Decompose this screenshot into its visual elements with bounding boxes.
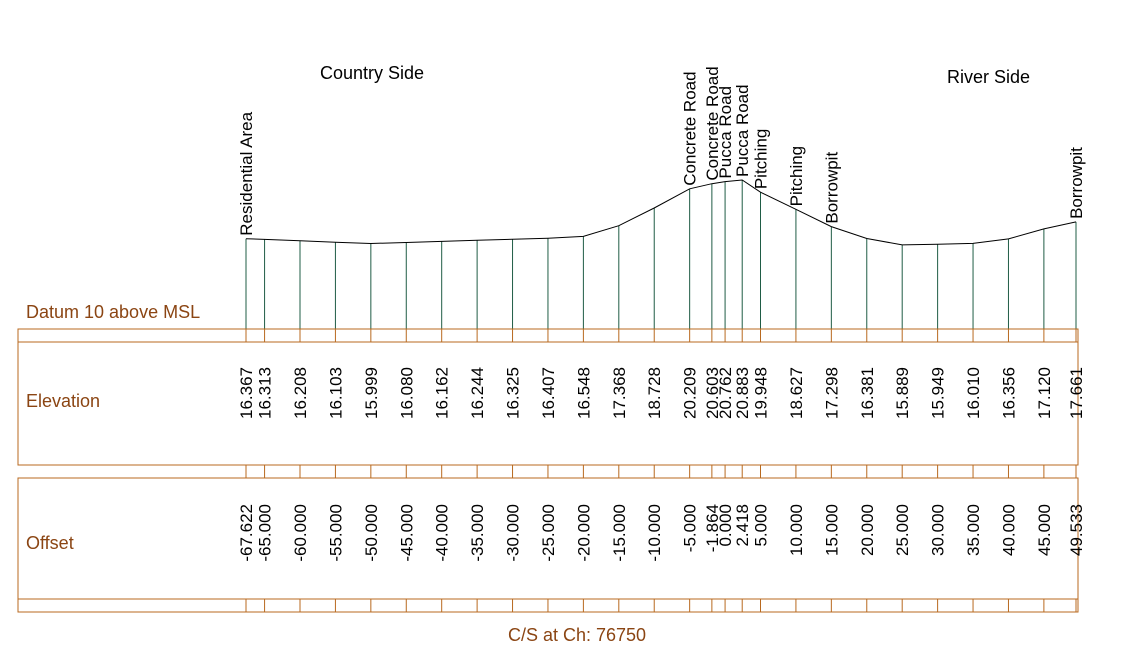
offset-value: 15.000 xyxy=(822,504,841,556)
feature-label: Pucca Road xyxy=(716,86,735,179)
offset-value: -25.000 xyxy=(539,504,558,562)
elevation-value: 16.010 xyxy=(964,367,983,419)
elevation-value: 18.728 xyxy=(645,367,664,419)
offset-value: 30.000 xyxy=(929,504,948,556)
feature-label: Borrowpit xyxy=(822,152,841,224)
feature-label: Pitching xyxy=(787,146,806,206)
offset-value: 2.418 xyxy=(733,504,752,547)
offset-value: -20.000 xyxy=(574,504,593,562)
offset-value: -55.000 xyxy=(326,504,345,562)
offset-value: 5.000 xyxy=(752,504,771,547)
offset-value: -67.622 xyxy=(237,504,256,562)
elevation-values: 16.367 16.313 16.208 16.103 15.999 16.080 16.1… xyxy=(237,367,1086,419)
feature-labels: Residential Area Concrete Road Concrete Ro… xyxy=(237,66,1086,235)
elevation-value: 16.548 xyxy=(574,367,593,419)
elevation-value: 16.162 xyxy=(433,367,452,419)
elevation-value: 16.244 xyxy=(468,367,487,419)
elevation-value: 15.889 xyxy=(893,367,912,419)
elevation-value: 18.627 xyxy=(787,367,806,419)
elevation-value: 16.313 xyxy=(256,367,275,419)
offset-value: -45.000 xyxy=(397,504,416,562)
offset-value: -65.000 xyxy=(256,504,275,562)
elevation-value: 16.208 xyxy=(291,367,310,419)
elevation-value: 16.367 xyxy=(237,367,256,419)
elevation-value: 17.368 xyxy=(610,367,629,419)
offset-value: 45.000 xyxy=(1035,504,1054,556)
feature-label: Concrete Road xyxy=(681,71,700,185)
elevation-value: 20.883 xyxy=(733,367,752,419)
offset-value: 20.000 xyxy=(858,504,877,556)
offset-value: -10.000 xyxy=(645,504,664,562)
offset-value: 0.000 xyxy=(716,504,735,547)
river-side-label: River Side xyxy=(947,67,1030,87)
elevation-value: 16.356 xyxy=(999,367,1018,419)
band-ticks xyxy=(245,329,1077,612)
feature-label: Concrete Road xyxy=(703,66,722,180)
offset-value: -1.864 xyxy=(703,504,722,552)
offset-value: -35.000 xyxy=(468,504,487,562)
elevation-value: 16.407 xyxy=(539,367,558,419)
feature-label: Pitching xyxy=(752,129,771,189)
offset-value: 25.000 xyxy=(893,504,912,556)
offset-value: 40.000 xyxy=(999,504,1018,556)
elevation-value: 20.209 xyxy=(681,367,700,419)
elevation-value: 19.948 xyxy=(752,367,771,419)
elevation-value: 20.762 xyxy=(716,367,735,419)
offset-value: -5.000 xyxy=(681,504,700,552)
offset-value: 49.533 xyxy=(1067,504,1086,556)
offset-value: -40.000 xyxy=(433,504,452,562)
country-side-label: Country Side xyxy=(320,63,424,83)
elevation-value: 20.603 xyxy=(703,367,722,419)
chainage-footer: C/S at Ch: 76750 xyxy=(508,625,646,645)
elevation-row-label: Elevation xyxy=(26,391,100,411)
elevation-value: 15.999 xyxy=(362,367,381,419)
offset-value: 10.000 xyxy=(787,504,806,556)
elevation-value: 17.120 xyxy=(1035,367,1054,419)
elevation-value: 17.661 xyxy=(1067,367,1086,419)
elevation-value: 16.381 xyxy=(858,367,877,419)
datum-label: Datum 10 above MSL xyxy=(26,302,200,322)
offset-value: 35.000 xyxy=(964,504,983,556)
station-lines xyxy=(245,180,1077,329)
feature-label: Pucca Road xyxy=(733,84,752,177)
elevation-value: 17.298 xyxy=(822,367,841,419)
offset-value: -30.000 xyxy=(504,504,523,562)
offset-row-label: Offset xyxy=(26,533,74,553)
elevation-value: 16.325 xyxy=(504,367,523,419)
offset-values: -67.622 -65.000 -60.000 -55.000 -50.000 -45.0… xyxy=(237,504,1086,562)
elevation-value: 16.103 xyxy=(326,367,345,419)
ground-profile-line xyxy=(245,179,1077,246)
feature-label: Borrowpit xyxy=(1067,147,1086,219)
elevation-value: 16.080 xyxy=(397,367,416,419)
elevation-value: 15.949 xyxy=(929,367,948,419)
offset-value: -60.000 xyxy=(291,504,310,562)
feature-label: Residential Area xyxy=(237,111,256,235)
offset-value: -50.000 xyxy=(362,504,381,562)
offset-value: -15.000 xyxy=(610,504,629,562)
